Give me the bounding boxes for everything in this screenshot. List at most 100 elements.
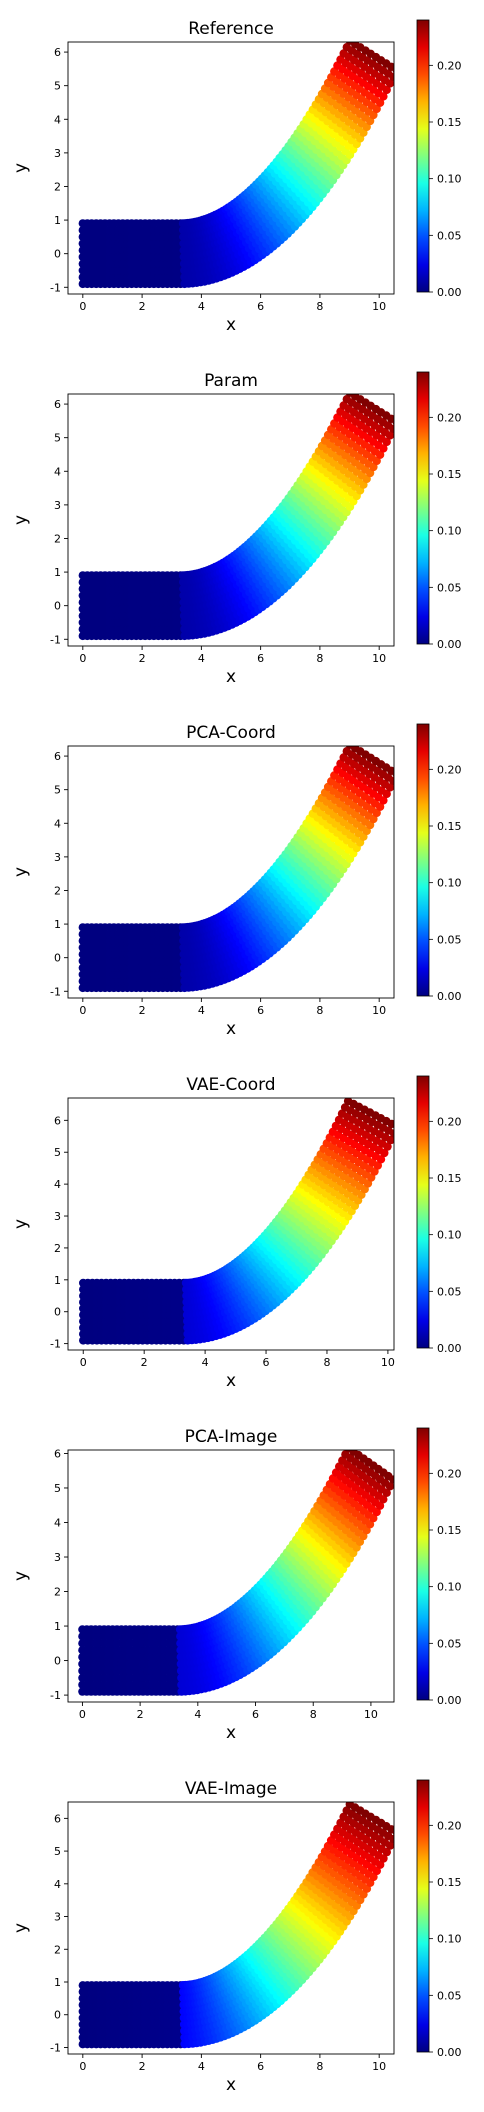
y-tick-label: 4 [54,113,61,126]
y-tick-label: 1 [54,918,61,931]
colorbar-tick-label: 0.05 [437,1285,462,1298]
y-axis-label: y [11,867,31,877]
chart-title: Param [204,371,258,391]
scatter-points [79,389,401,640]
y-axis-label: y [11,1571,31,1581]
y-axis-label: y [11,163,31,173]
x-tick-label: 0 [80,1356,87,1369]
x-tick-label: 4 [198,652,205,665]
x-tick-label: 8 [310,1708,317,1721]
y-tick-label: 0 [54,600,61,613]
y-tick-label: 5 [54,80,61,93]
colorbar-tick-label: 0.10 [437,877,462,890]
x-tick-label: 4 [198,1004,205,1017]
y-tick-label: 0 [54,952,61,965]
y-axis-label: y [11,1219,31,1229]
x-tick-label: 10 [381,1356,395,1369]
x-tick-label: 10 [372,652,386,665]
x-tick-label: 8 [323,1356,330,1369]
chart-title: PCA-Coord [186,723,276,743]
scatter-points [79,741,401,993]
y-tick-label: 5 [54,1146,61,1159]
x-axis-label: x [226,315,236,335]
y-tick-label: 0 [54,1655,61,1668]
colorbar-tick-label: 0.20 [437,763,462,776]
x-tick-label: 6 [257,1004,264,1017]
x-tick-label: 2 [139,300,146,313]
y-tick-label: 2 [54,1242,61,1255]
x-axis-label: x [226,1723,236,1743]
data-point [346,389,354,397]
colorbar-tick-label: 0.00 [437,638,462,651]
colorbar-tick-label: 0.15 [437,468,462,481]
colorbar-tick-label: 0.20 [437,1115,462,1128]
colorbar-tick-label: 0.15 [437,820,462,833]
x-tick-label: 8 [316,652,323,665]
colorbar-tick-label: 0.05 [437,581,462,594]
y-tick-label: 5 [54,784,61,797]
colorbar-tick-label: 0.20 [437,1467,462,1480]
y-tick-label: 0 [54,1306,61,1319]
y-tick-label: 3 [54,147,61,160]
chart-title: VAE-Coord [186,1075,275,1095]
scatter-points [79,1800,401,2048]
colorbar-tick-label: 0.00 [437,286,462,299]
x-tick-label: 0 [79,1708,86,1721]
data-point [346,741,354,749]
x-tick-label: 10 [364,1708,378,1721]
y-tick-label: -1 [50,1689,61,1702]
scatter-points [79,1097,401,1345]
scatter-points [78,1444,397,1696]
y-tick-label: 2 [54,532,61,545]
x-tick-label: 2 [137,1708,144,1721]
y-tick-label: -1 [50,633,61,646]
x-tick-label: 4 [194,1708,201,1721]
chart-title: PCA-Image [185,1427,278,1447]
y-tick-label: 4 [54,1178,61,1191]
x-tick-label: 4 [198,300,205,313]
y-tick-label: 6 [54,1447,61,1460]
colorbar-tick-label: 0.10 [437,1229,462,1242]
colorbar-tick-label: 0.05 [437,1637,462,1650]
x-tick-label: 10 [372,1004,386,1017]
x-tick-label: 6 [252,1708,259,1721]
x-tick-label: 6 [257,300,264,313]
colorbar-tick-label: 0.00 [437,1342,462,1355]
y-tick-label: 0 [54,248,61,261]
y-axis-label: y [11,515,31,525]
x-tick-label: 2 [139,652,146,665]
y-tick-label: 5 [54,432,61,445]
y-tick-label: 3 [54,1210,61,1223]
y-tick-label: 4 [54,817,61,830]
scatter-points [79,37,401,288]
data-point [344,1444,352,1452]
colorbar-tick-label: 0.15 [437,116,462,129]
y-tick-label: 3 [54,499,61,512]
y-tick-label: 2 [54,180,61,193]
x-tick-label: 2 [139,1004,146,1017]
x-tick-label: 0 [79,1004,86,1017]
x-tick-label: 10 [372,300,386,313]
y-tick-label: 1 [54,214,61,227]
y-tick-label: 1 [54,566,61,579]
y-tick-label: -1 [50,985,61,998]
y-tick-label: 6 [54,1114,61,1127]
colorbar [417,1428,429,1700]
colorbar-tick-label: 0.15 [437,1172,462,1185]
x-tick-label: 6 [263,1356,270,1369]
x-axis-label: x [226,1019,236,1039]
colorbar [417,1076,429,1348]
chart-title: Reference [188,19,274,39]
data-point [346,37,354,45]
colorbar-tick-label: 0.05 [437,933,462,946]
colorbar-tick-label: 0.15 [437,1524,462,1537]
